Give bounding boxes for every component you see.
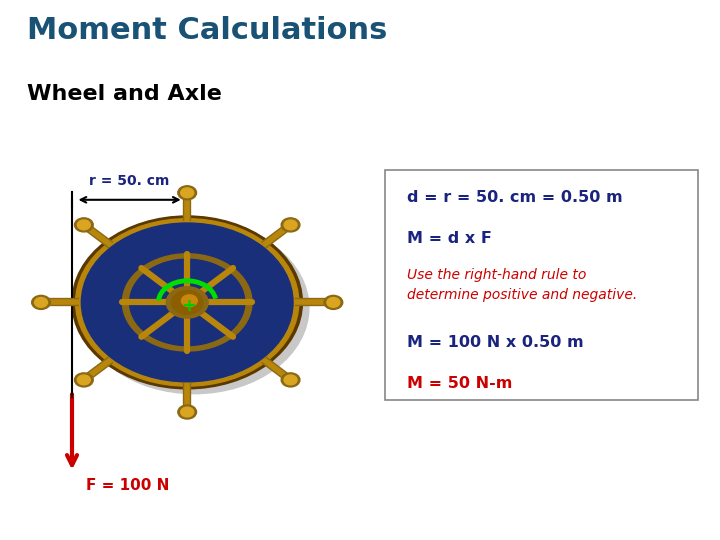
Circle shape xyxy=(327,298,340,307)
Circle shape xyxy=(181,407,194,417)
Text: M = d x F: M = d x F xyxy=(407,232,492,246)
Circle shape xyxy=(130,259,245,346)
Text: +: + xyxy=(181,296,196,315)
Text: d = r = 50. cm = 0.50 m: d = r = 50. cm = 0.50 m xyxy=(407,190,622,205)
Circle shape xyxy=(178,186,197,200)
Circle shape xyxy=(181,295,197,307)
Circle shape xyxy=(324,295,343,309)
Circle shape xyxy=(72,216,302,389)
Text: Moment Calculations: Moment Calculations xyxy=(27,16,388,45)
Circle shape xyxy=(284,375,297,385)
Circle shape xyxy=(81,223,293,382)
Text: M = 100 N x 0.50 m: M = 100 N x 0.50 m xyxy=(407,335,583,350)
Circle shape xyxy=(178,405,197,419)
Circle shape xyxy=(35,298,48,307)
Text: Use the right-hand rule to
determine positive and negative.: Use the right-hand rule to determine pos… xyxy=(407,268,637,302)
Circle shape xyxy=(77,375,90,385)
Circle shape xyxy=(32,295,50,309)
Circle shape xyxy=(76,219,299,386)
Bar xyxy=(385,170,698,400)
Text: r = 50. cm: r = 50. cm xyxy=(89,174,170,188)
Circle shape xyxy=(282,218,300,232)
Circle shape xyxy=(181,188,194,198)
Text: M = 50 N-m: M = 50 N-m xyxy=(407,376,512,391)
Circle shape xyxy=(282,373,300,387)
Circle shape xyxy=(74,218,93,232)
Circle shape xyxy=(166,287,208,318)
Circle shape xyxy=(74,373,93,387)
Text: Wheel and Axle: Wheel and Axle xyxy=(27,84,222,104)
Circle shape xyxy=(77,220,90,229)
Circle shape xyxy=(284,220,297,229)
Circle shape xyxy=(171,291,203,314)
Circle shape xyxy=(122,254,252,351)
Text: F = 100 N: F = 100 N xyxy=(86,478,170,493)
Circle shape xyxy=(80,222,309,394)
